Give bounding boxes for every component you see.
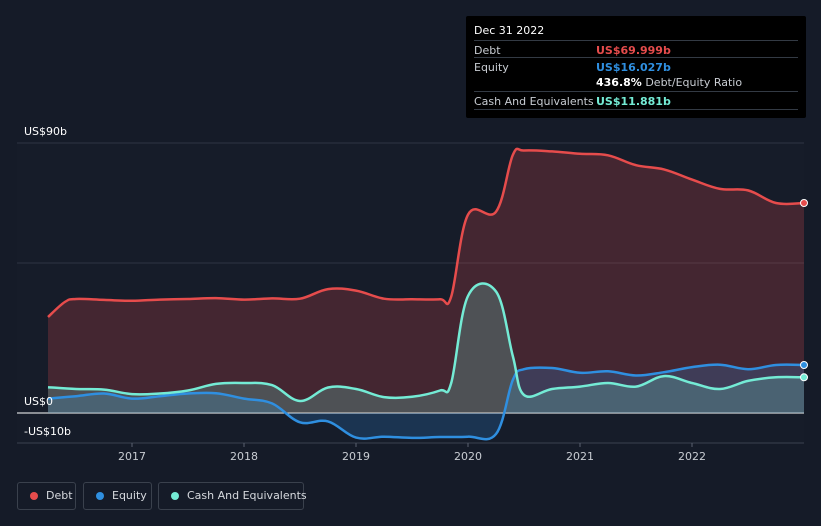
tooltip-debt-label: Debt — [474, 44, 501, 57]
tooltip-ratio: 436.8% Debt/Equity Ratio — [596, 76, 742, 89]
x-tick-label-2021: 2021 — [566, 450, 594, 463]
tooltip-row-equity: Equity US$16.027b — [474, 57, 798, 75]
tooltip-cash-value: US$11.881b — [596, 95, 671, 108]
legend-item-cash[interactable]: Cash And Equivalents — [158, 482, 307, 510]
legend-debt-swatch — [30, 492, 38, 500]
legend-cash-swatch — [171, 492, 179, 500]
legend-item-equity[interactable]: Equity — [83, 482, 152, 510]
cash-area — [48, 283, 804, 413]
x-tick-label-2017: 2017 — [118, 450, 146, 463]
tooltip-date: Dec 31 2022 — [474, 24, 545, 37]
tooltip-equity-label: Equity — [474, 61, 509, 74]
debt-line — [47, 147, 805, 318]
tooltip-ratio-label: Debt/Equity Ratio — [645, 76, 743, 89]
x-tick-label-2020: 2020 — [454, 450, 482, 463]
tooltip-panel: Dec 31 2022 Debt US$69.999b Equity US$16… — [466, 16, 806, 118]
legend-cash-label: Cash And Equivalents — [187, 489, 307, 502]
series-lines — [47, 147, 805, 441]
legend-item-debt[interactable]: Debt — [17, 482, 76, 510]
x-tick-label-2018: 2018 — [230, 450, 258, 463]
tooltip-debt-value: US$69.999b — [596, 44, 671, 57]
legend-equity-label: Equity — [112, 489, 147, 502]
x-axis-ticks: 2017 2018 2019 2020 2021 2022 — [118, 443, 706, 463]
end-markers — [800, 199, 808, 382]
cash-end-marker — [800, 373, 808, 382]
cash-line — [47, 282, 805, 403]
x-tick-label-2022: 2022 — [678, 450, 706, 463]
tooltip-row-cash: Cash And Equivalents US$11.881b — [474, 91, 798, 110]
y-label-zero: US$0 — [24, 395, 54, 408]
x-tick-label-2019: 2019 — [342, 450, 370, 463]
y-label-bottom: -US$10b — [24, 425, 71, 438]
legend-equity-swatch — [96, 492, 104, 500]
tooltip-row-debt: Debt US$69.999b — [474, 40, 798, 58]
tooltip-ratio-value: 436.8% — [596, 76, 642, 89]
tooltip-cash-label: Cash And Equivalents — [474, 95, 594, 108]
y-label-top: US$90b — [24, 125, 68, 138]
equity-line — [47, 363, 805, 441]
debt-area — [48, 148, 804, 413]
equity-end-marker — [800, 361, 808, 369]
tooltip-equity-value: US$16.027b — [596, 61, 671, 74]
legend-debt-label: Debt — [46, 489, 73, 502]
debt-end-marker — [800, 199, 808, 207]
